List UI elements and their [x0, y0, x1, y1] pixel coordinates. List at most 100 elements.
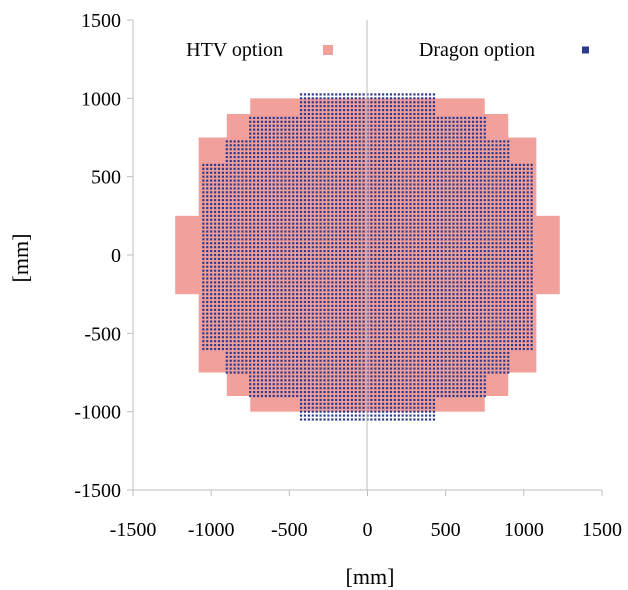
dragon-point-2591: [385, 277, 389, 280]
dragon-point-3387: [507, 242, 510, 245]
dragon-point-3777: [370, 222, 373, 225]
dragon-point-2838: [354, 265, 357, 268]
dragon-point-35: [299, 108, 303, 112]
dragon-point-4338: [237, 195, 240, 198]
dragon-point-4496: [522, 191, 525, 194]
dragon-point-1339: [475, 336, 479, 339]
dragon-point-3572: [233, 230, 236, 233]
dragon-point-4353: [296, 195, 299, 198]
dragon-point-4107: [331, 206, 334, 210]
dragon-point-1847: [468, 312, 471, 315]
dragon-point-193: [370, 93, 373, 96]
dragon-point-4097: [292, 206, 295, 210]
dragon-point-526: [292, 116, 295, 120]
dragon-point-1887: [292, 308, 295, 311]
dragon-point-4281: [346, 199, 350, 202]
dragon-point-3393: [530, 242, 533, 245]
dragon-point-288: [315, 132, 318, 135]
dragon-point-3342: [331, 242, 334, 245]
dragon-point-3885: [460, 218, 463, 221]
dragon-point-1924: [436, 308, 439, 311]
dragon-point-3908: [217, 214, 221, 217]
dragon-point-747: [323, 152, 326, 155]
dragon-point-4758: [217, 175, 221, 178]
dragon-point-4862: [292, 171, 295, 174]
dragon-point-3193: [413, 249, 416, 253]
dragon-point-2312: [292, 289, 295, 292]
dragon-point-3621: [425, 230, 428, 233]
dragon-point-1757: [448, 316, 451, 319]
dragon-point-1766: [483, 316, 486, 319]
dragon-point-2939: [417, 261, 420, 264]
dragon-point-1405: [401, 332, 404, 335]
dragon-point-364: [374, 128, 377, 131]
dragon-point-2881: [522, 265, 525, 268]
dragon-point-4344: [260, 195, 264, 198]
dragon-point-1937: [487, 308, 490, 311]
dragon-point-1218: [335, 340, 338, 343]
dragon-point-3474: [514, 238, 518, 241]
dragon-point-1361: [229, 332, 232, 335]
dragon-point-2099: [456, 300, 459, 304]
dragon-point-3082: [311, 253, 314, 257]
dragon-point-4383: [413, 195, 416, 198]
dragon-point-4736: [464, 179, 467, 182]
dragon-point-4490: [499, 191, 502, 194]
dragon-point-2932: [389, 261, 393, 264]
dragon-point-4704: [339, 179, 342, 182]
dragon-point-2035: [206, 300, 209, 304]
dragon-point-2313: [296, 289, 299, 292]
dragon-point-2266: [444, 293, 447, 296]
dragon-point-4256: [249, 199, 252, 202]
dragon-point-2568: [296, 277, 299, 280]
dragon-point-2449: [495, 285, 498, 288]
dragon-point-4246: [210, 199, 213, 202]
dragon-point-2759: [378, 269, 381, 272]
dragon-point-2289: [202, 289, 205, 292]
dragon-point-569: [460, 116, 463, 120]
dragon-point-3624: [436, 230, 439, 233]
dragon-point-1654: [378, 320, 381, 323]
dragon-point-2787: [487, 269, 490, 272]
dragon-point-2353: [452, 289, 455, 292]
dragon-point-1124: [299, 343, 303, 347]
dragon-point-4812: [428, 175, 432, 178]
dragon-point-2105: [479, 300, 482, 304]
dragon-point-780: [452, 152, 455, 155]
dragon-point-3253: [315, 246, 318, 249]
dragon-point-2361: [483, 289, 486, 292]
dragon-point-1532: [233, 324, 236, 327]
dragon-point-4610: [303, 183, 307, 186]
dragon-point-1841: [444, 312, 447, 315]
dragon-point-287: [311, 132, 314, 135]
dragon-point-657: [256, 155, 260, 159]
dragon-point-993: [428, 140, 432, 143]
dragon-point-3499: [280, 234, 283, 237]
dragon-point-410: [315, 124, 318, 127]
dragon-point-4520: [284, 187, 287, 190]
dragon-point-3982: [507, 214, 510, 217]
dragon-point-3435: [362, 238, 365, 241]
dragon-point-4203: [374, 202, 377, 206]
dragon-point-975: [358, 140, 361, 143]
dragon-point-667: [296, 155, 299, 159]
dragon-point-3076: [288, 253, 291, 257]
dragon-point-1882: [272, 308, 275, 311]
dragon-point-4134: [436, 206, 439, 210]
dragon-point-4333: [217, 195, 221, 198]
dragon-point-818: [315, 148, 318, 151]
dragon-point-2706: [503, 273, 506, 276]
dragon-point-1721: [307, 316, 310, 319]
dragon-point-3785: [401, 222, 404, 225]
dragon-point-3858: [354, 218, 357, 221]
dragon-point-943: [233, 140, 236, 143]
dragon-point-561: [428, 116, 432, 120]
dragon-point-862: [487, 148, 490, 151]
dragon-point-4504: [221, 187, 224, 190]
dragon-point-3119: [456, 253, 459, 257]
dragon-point-4900: [440, 171, 443, 174]
dragon-point-2711: [522, 273, 525, 276]
dragon-point-1459: [280, 328, 283, 331]
dragon-point-2621: [503, 277, 506, 280]
dragon-point-3597: [331, 230, 334, 233]
